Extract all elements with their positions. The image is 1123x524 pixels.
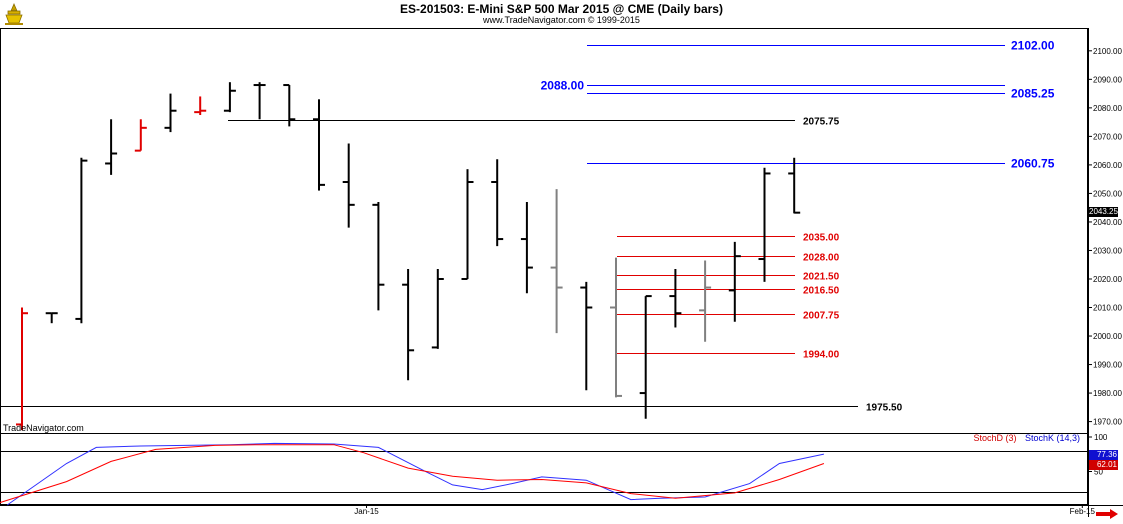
watermark: TradeNavigator.com [3, 423, 84, 433]
ohlc-bar-0 [16, 307, 28, 431]
ohlc-bar-15 [461, 169, 474, 280]
stoch-tick-label-100: 100 [1094, 433, 1108, 442]
ohlc-bar-12 [372, 201, 385, 311]
stoch-k-value: 77.36 [1089, 450, 1118, 460]
ohlc-bar-5 [164, 93, 177, 133]
stoch-d-value: 62.01 [1089, 460, 1118, 470]
ohlc-bar-18 [550, 189, 563, 334]
stoch-line-stochd [0, 444, 825, 504]
price-levels: 2102.00 2088.00 2085.25 2075.75 2060.75 2035.… [0, 39, 1055, 414]
ohlc-bar-7 [223, 82, 236, 113]
level-label-2085.25: 2085.25 [1011, 87, 1055, 101]
ohlc-bar-10 [313, 99, 325, 191]
level-label-2060.75: 2060.75 [1011, 157, 1055, 171]
price-tick-label-2100: 2100.00 [1093, 47, 1122, 56]
level-label-2028.00: 2028.00 [803, 253, 840, 264]
level-label-2021.50: 2021.50 [803, 272, 840, 283]
level-label-2088.00: 2088.00 [541, 79, 585, 93]
ohlc-bar-2 [75, 157, 88, 324]
chart-title: ES-201503: E-Mini S&P 500 Mar 2015 @ CME… [400, 2, 723, 16]
ohlc-bar-11 [342, 143, 355, 228]
price-tick-label-1970: 1970.00 [1093, 418, 1122, 427]
ohlc-bar-23 [699, 260, 712, 342]
ohlc-bar-1 [45, 312, 58, 324]
legend-stoch-d: StochD (3) [973, 433, 1017, 443]
time-label-Jan-15: Jan-15 [354, 507, 379, 516]
ohlc-bar-16 [491, 159, 504, 247]
ohlc-bar-22 [669, 269, 682, 328]
price-tick-label-2000: 2000.00 [1093, 332, 1122, 341]
price-tick-label-2040: 2040.00 [1093, 218, 1122, 227]
price-tick-label-1980: 1980.00 [1093, 389, 1122, 398]
ohlc-bar-21 [639, 295, 652, 419]
price-axis: 1970.00 1980.00 1990.00 2000.00 2010.00 2020.… [1088, 47, 1122, 427]
ohlc-bar-14 [431, 269, 444, 349]
level-label-2016.50: 2016.50 [803, 286, 840, 297]
price-tick-label-2070: 2070.00 [1093, 132, 1122, 141]
ohlc-bar-13 [402, 269, 415, 381]
level-label-2007.75: 2007.75 [803, 311, 840, 322]
oscillator-legend: StochD (3) StochK (14,3) [973, 433, 1080, 443]
price-tick-label-2050: 2050.00 [1093, 189, 1122, 198]
ohlc-bars [16, 82, 801, 431]
ohlc-bar-20 [610, 257, 622, 398]
stoch-tick-label-50: 50 [1094, 468, 1103, 477]
ohlc-bar-19 [580, 281, 593, 391]
ohlc-bar-26 [788, 157, 801, 214]
price-tick-label-2010: 2010.00 [1093, 304, 1122, 313]
ohlc-bar-24 [728, 241, 741, 322]
ohlc-bar-8 [253, 82, 266, 120]
level-label-1975.50: 1975.50 [866, 403, 903, 414]
chart-frame [0, 28, 1123, 517]
ohlc-bar-6 [194, 96, 207, 115]
ohlc-bar-3 [105, 119, 118, 175]
legend-stoch-k: StochK (14,3) [1024, 433, 1080, 443]
time-axis: Jan-15 Feb-15 [354, 505, 1096, 516]
tradenavigator-logo-icon [2, 2, 26, 26]
price-tick-label-2030: 2030.00 [1093, 246, 1122, 255]
level-label-2075.75: 2075.75 [803, 117, 840, 128]
ohlc-bar-9 [283, 84, 296, 127]
price-tick-label-2090: 2090.00 [1093, 75, 1122, 84]
ohlc-bar-25 [758, 167, 771, 282]
ohlc-bar-17 [520, 201, 533, 294]
scroll-right-arrow-icon[interactable] [1096, 506, 1118, 519]
price-tick-label-1990: 1990.00 [1093, 361, 1122, 370]
copyright-notice: www.TradeNavigator.com © 1999-2015 [483, 15, 640, 25]
level-label-2102.00: 2102.00 [1011, 39, 1055, 53]
level-label-2035.00: 2035.00 [803, 233, 840, 244]
level-label-1994.00: 1994.00 [803, 350, 840, 361]
plot-border [0, 28, 1088, 505]
ohlc-bar-4 [134, 119, 147, 152]
time-label-Feb-15: Feb-15 [1070, 507, 1096, 516]
price-tick-label-2060: 2060.00 [1093, 161, 1122, 170]
price-tick-label-2020: 2020.00 [1093, 275, 1122, 284]
last-price-marker: 2043.25 [1089, 207, 1118, 217]
stochastic-panel: 50 100 [0, 433, 1108, 506]
price-tick-label-2080: 2080.00 [1093, 104, 1122, 113]
